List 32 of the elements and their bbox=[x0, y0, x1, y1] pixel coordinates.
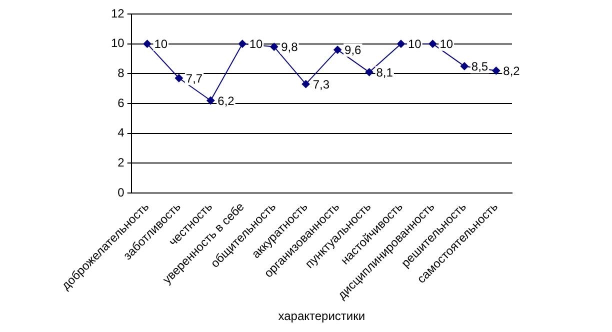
data-label: 8,1 bbox=[376, 65, 394, 80]
data-label: 10 bbox=[408, 37, 422, 52]
point bbox=[396, 40, 405, 48]
y-tick-label: 10 bbox=[110, 36, 125, 50]
data-label: 10 bbox=[154, 37, 168, 52]
point bbox=[270, 42, 278, 51]
data-label: 8,2 bbox=[503, 64, 520, 78]
data-label: 10 bbox=[440, 37, 454, 52]
point bbox=[334, 46, 342, 54]
y-tick-label: 6 bbox=[118, 96, 125, 110]
data-label: 8,5 bbox=[471, 60, 488, 74]
data-label: 9,8 bbox=[281, 40, 298, 54]
y-tick-label: 8 bbox=[118, 66, 125, 80]
data-label: 6,2 bbox=[218, 94, 235, 108]
point bbox=[428, 40, 437, 48]
point bbox=[302, 80, 310, 88]
point bbox=[365, 68, 374, 76]
y-tick-label: 0 bbox=[118, 185, 125, 200]
point bbox=[174, 74, 183, 82]
point bbox=[492, 66, 500, 75]
data-label: 7,7 bbox=[186, 71, 203, 86]
y-tick-label: 12 bbox=[110, 6, 125, 20]
data-label: 10 bbox=[249, 37, 264, 52]
data-label: 9,6 bbox=[344, 43, 362, 58]
point bbox=[206, 96, 215, 104]
point bbox=[460, 62, 468, 70]
data-label: 7,3 bbox=[312, 77, 330, 92]
point bbox=[238, 40, 246, 48]
y-tick-label: 4 bbox=[118, 126, 125, 140]
x-axis-title: характеристики bbox=[278, 309, 366, 324]
point bbox=[143, 40, 152, 48]
y-tick-label: 2 bbox=[118, 155, 125, 170]
